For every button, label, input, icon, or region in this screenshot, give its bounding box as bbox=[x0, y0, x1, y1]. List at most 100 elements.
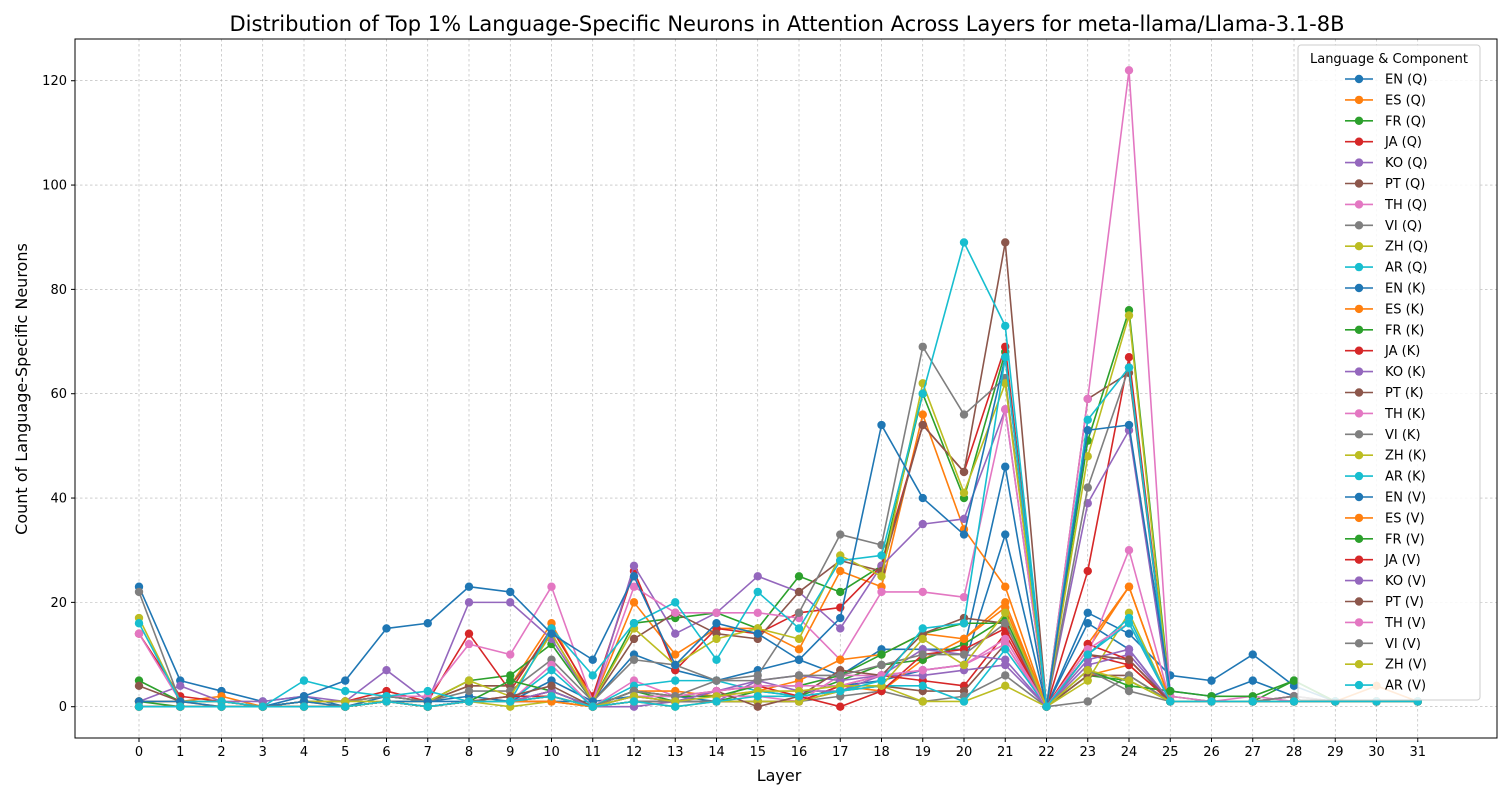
y-tick-label: 100 bbox=[42, 179, 67, 194]
legend-label: TH (Q) bbox=[1384, 198, 1427, 213]
data-point bbox=[918, 389, 927, 398]
legend-item: PT (V) bbox=[1345, 595, 1424, 610]
legend-item: FR (Q) bbox=[1345, 114, 1426, 129]
x-tick-label: 21 bbox=[997, 745, 1014, 760]
data-point bbox=[629, 598, 639, 607]
series-line bbox=[139, 612, 1418, 708]
legend-marker bbox=[1354, 346, 1364, 355]
legend-items: EN (Q) ES (Q) FR (Q) JA (Q) KO (Q) PT (Q) TH (… bbox=[1345, 73, 1428, 694]
x-tick-label: 24 bbox=[1121, 745, 1138, 760]
series-line bbox=[139, 533, 1418, 708]
legend-item: EN (Q) bbox=[1345, 73, 1427, 88]
series-line bbox=[139, 643, 1418, 708]
data-point bbox=[547, 692, 556, 701]
data-point bbox=[1001, 353, 1010, 362]
data-point bbox=[629, 634, 639, 644]
legend-marker bbox=[1354, 660, 1364, 669]
x-tick-label: 15 bbox=[749, 745, 766, 760]
data-point bbox=[918, 624, 927, 633]
data-point bbox=[753, 572, 762, 581]
y-tick-label: 120 bbox=[42, 74, 67, 89]
data-point bbox=[547, 681, 556, 691]
legend-marker bbox=[1354, 137, 1364, 146]
data-point bbox=[629, 697, 639, 706]
legend-item: ZH (Q) bbox=[1345, 240, 1428, 255]
data-point bbox=[753, 608, 762, 618]
data-point bbox=[959, 530, 969, 539]
legend-item: ES (K) bbox=[1345, 302, 1424, 317]
series-pt-q bbox=[134, 238, 1422, 711]
plot-frame bbox=[74, 38, 1498, 739]
data-point bbox=[1083, 665, 1092, 675]
data-point bbox=[753, 676, 762, 685]
data-point bbox=[671, 702, 680, 711]
x-tick-label: 27 bbox=[1244, 745, 1261, 760]
data-point bbox=[918, 410, 927, 419]
data-point bbox=[836, 587, 845, 597]
legend-label: JA (Q) bbox=[1384, 135, 1422, 150]
data-point bbox=[1083, 426, 1092, 435]
legend-title: Language & Component bbox=[1310, 52, 1468, 67]
legend-label: EN (V) bbox=[1385, 491, 1426, 506]
data-point bbox=[671, 598, 680, 607]
legend-label: PT (V) bbox=[1385, 595, 1424, 610]
x-tick-label: 25 bbox=[1162, 745, 1179, 760]
legend-marker bbox=[1354, 74, 1364, 84]
data-point bbox=[836, 686, 845, 696]
data-point bbox=[506, 598, 515, 607]
data-point bbox=[1124, 311, 1134, 320]
series-fr-q bbox=[134, 306, 1422, 711]
y-axis-label: Count of Language-Specific Neurons bbox=[12, 243, 31, 535]
data-point bbox=[959, 514, 969, 524]
data-point bbox=[1001, 462, 1010, 471]
data-point bbox=[1124, 686, 1134, 696]
data-point bbox=[918, 681, 927, 691]
x-tick-label: 30 bbox=[1368, 745, 1385, 760]
legend-label: ES (V) bbox=[1385, 511, 1425, 526]
legend-label: FR (V) bbox=[1385, 532, 1425, 547]
series-ar-q bbox=[134, 238, 1422, 711]
legend-marker bbox=[1354, 513, 1364, 523]
data-point bbox=[547, 582, 556, 591]
data-point bbox=[959, 488, 969, 498]
data-point bbox=[176, 681, 185, 691]
data-point bbox=[671, 629, 680, 638]
legend-item: JA (V) bbox=[1345, 553, 1421, 568]
data-point bbox=[547, 665, 556, 675]
data-point bbox=[382, 624, 391, 633]
legend-item: ES (Q) bbox=[1345, 93, 1426, 108]
data-point bbox=[1248, 650, 1257, 659]
x-tick-label: 9 bbox=[506, 745, 514, 760]
data-point bbox=[588, 671, 597, 680]
legend-item: VI (V) bbox=[1345, 637, 1421, 652]
data-point bbox=[1124, 629, 1134, 638]
data-point bbox=[836, 566, 845, 576]
data-point bbox=[1124, 676, 1134, 685]
data-point bbox=[629, 655, 639, 664]
legend-label: KO (K) bbox=[1385, 365, 1426, 380]
legend-label: AR (Q) bbox=[1385, 261, 1427, 276]
series-line bbox=[138, 241, 1418, 708]
data-point bbox=[1001, 619, 1010, 628]
data-point bbox=[423, 686, 432, 696]
data-point bbox=[712, 634, 721, 644]
y-tick-label: 60 bbox=[50, 387, 67, 402]
data-point bbox=[918, 420, 927, 430]
data-point bbox=[299, 676, 309, 685]
legend-item: EN (K) bbox=[1345, 282, 1426, 297]
data-point bbox=[959, 592, 969, 602]
data-point bbox=[1083, 650, 1092, 659]
x-tick-label: 3 bbox=[259, 745, 267, 760]
legend-label: JA (V) bbox=[1384, 553, 1421, 568]
x-tick-label: 6 bbox=[382, 745, 390, 760]
x-axis-label: Layer bbox=[757, 766, 802, 785]
data-point bbox=[1083, 452, 1092, 461]
data-point bbox=[1166, 686, 1175, 696]
x-tick-label: 2 bbox=[217, 745, 225, 760]
x-tick-label: 22 bbox=[1038, 745, 1055, 760]
data-point bbox=[1083, 619, 1092, 628]
x-tick-label: 23 bbox=[1079, 745, 1096, 760]
legend-item: TH (K) bbox=[1345, 407, 1426, 422]
series-line bbox=[139, 356, 1418, 708]
